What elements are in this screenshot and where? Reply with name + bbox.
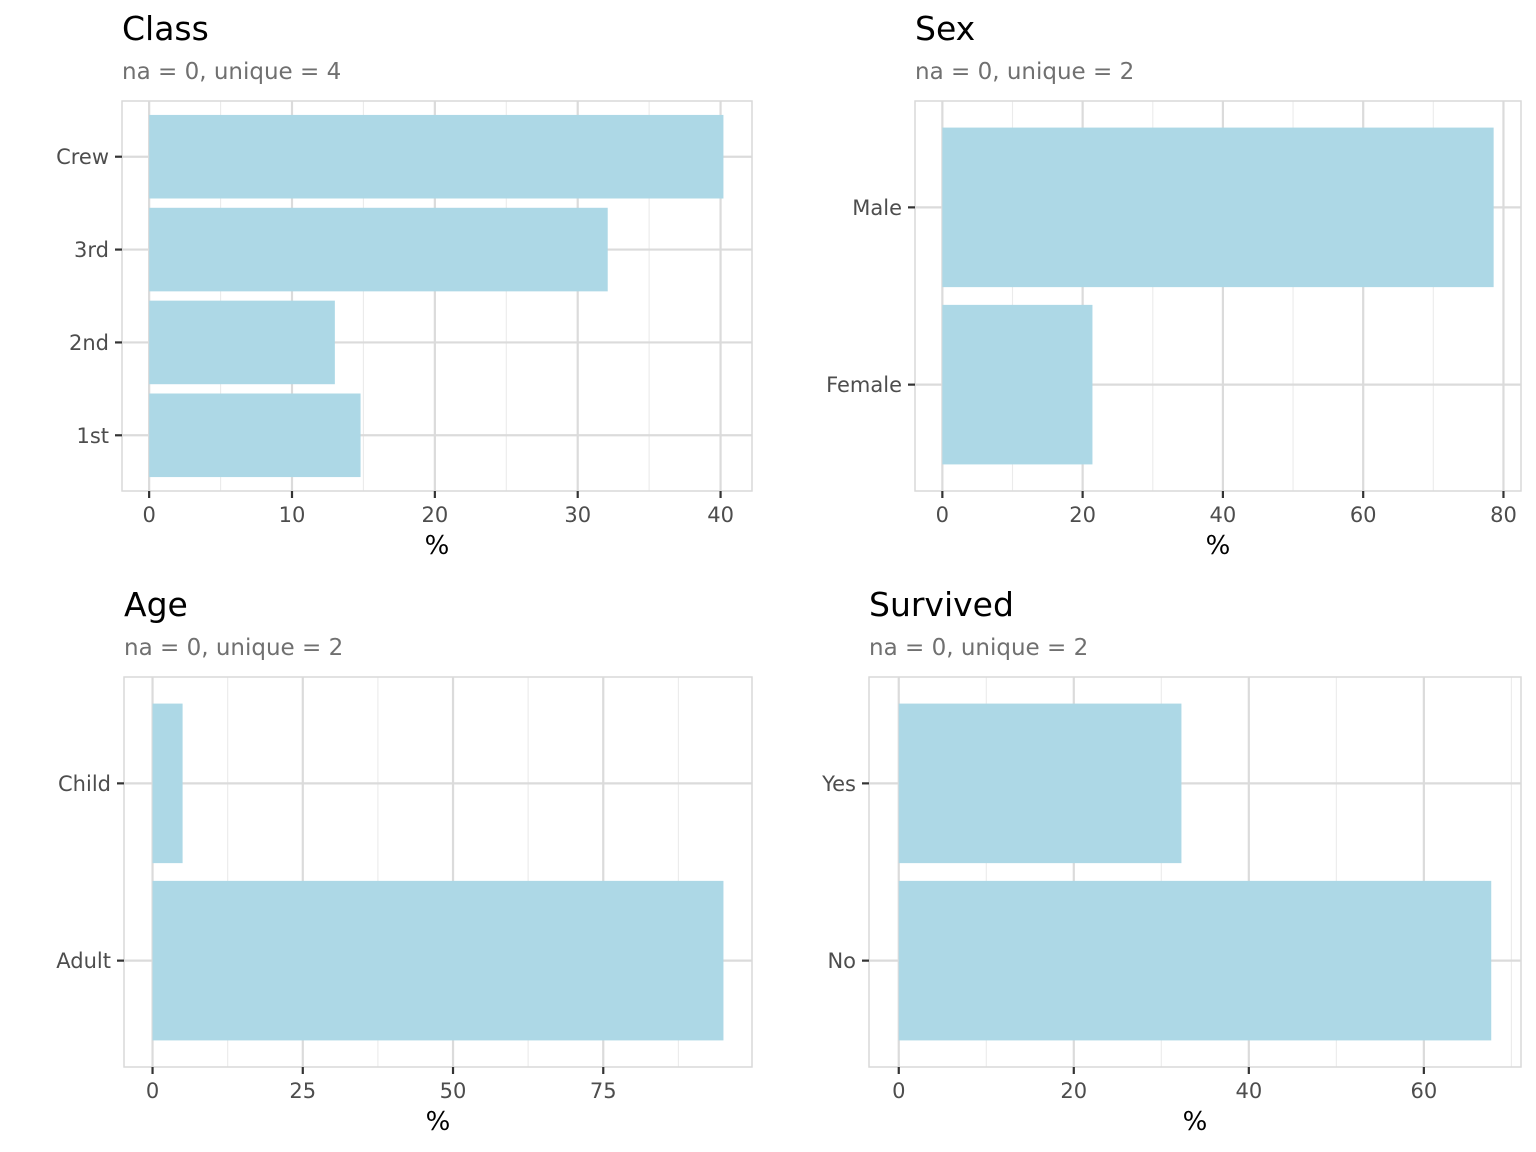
x-axis-label: % [1206,531,1231,561]
chart-title: Survived [869,585,1014,624]
x-tick-label: 0 [146,1079,159,1103]
y-tick-label: Female [826,373,902,397]
x-tick-label: 10 [279,503,306,527]
x-tick-label: 20 [1060,1079,1087,1103]
x-tick-label: 0 [936,503,949,527]
x-tick-label: 20 [1069,503,1096,527]
x-axis-label: % [426,1107,451,1137]
chart-subtitle: na = 0, unique = 2 [124,635,343,661]
chart-subtitle: na = 0, unique = 2 [915,59,1134,85]
x-tick-label: 40 [707,503,734,527]
bar-male [942,127,1494,288]
chart-panel-survived: Survived na = 0, unique = 2 No Yes 0 20 40 60% [821,585,1522,1137]
y-tick-label: No [827,949,856,973]
panel-border [868,676,1522,1068]
y-tick-label: 1st [76,424,109,448]
chart-title: Class [122,9,209,48]
y-tick-label: Crew [56,145,109,169]
y-tick-label: 2nd [69,331,109,355]
x-tick-label: 80 [1490,503,1517,527]
bar-3rd [149,207,608,292]
panel-border [123,676,753,1068]
x-tick-label: 40 [1210,503,1237,527]
x-tick-label: 20 [421,503,448,527]
y-tick-label: 3rd [74,238,109,262]
panel-border [914,100,1522,492]
y-tick-label: Adult [56,949,111,973]
x-tick-label: 60 [1350,503,1377,527]
chart-title: Sex [915,9,975,48]
x-axis-label: % [1183,1107,1208,1137]
chart-panel-age: Age na = 0, unique = 2 Adult Child 0 25 50 75% [56,585,753,1137]
x-tick-label: 60 [1410,1079,1437,1103]
bar-female [942,304,1093,465]
x-tick-label: 25 [289,1079,316,1103]
x-axis-label: % [425,531,450,561]
panel-border [121,100,753,492]
chart-panel-sex: Sex na = 0, unique = 2 Female Male 0 20 40 60 80… [826,9,1522,561]
y-tick-label: Child [58,772,111,796]
y-tick-label: Male [852,196,902,220]
chart-title: Age [124,585,188,624]
bar-yes [898,703,1182,864]
x-tick-label: 40 [1235,1079,1262,1103]
x-tick-label: 50 [440,1079,467,1103]
bar-crew [149,114,724,199]
x-tick-label: 0 [142,503,155,527]
bar-no [898,880,1492,1041]
x-tick-label: 30 [564,503,591,527]
bar-adult [152,880,724,1041]
x-tick-label: 0 [892,1079,905,1103]
y-tick-label: Yes [821,772,856,796]
x-tick-label: 75 [590,1079,617,1103]
bar-1st [149,393,361,478]
bar-2nd [149,300,335,385]
chart-panel-class: Class na = 0, unique = 4 1st 2nd 3rd Crew 0 10 2… [56,9,753,561]
bar-child [152,703,183,864]
chart-subtitle: na = 0, unique = 4 [122,59,341,85]
chart-subtitle: na = 0, unique = 2 [869,635,1088,661]
